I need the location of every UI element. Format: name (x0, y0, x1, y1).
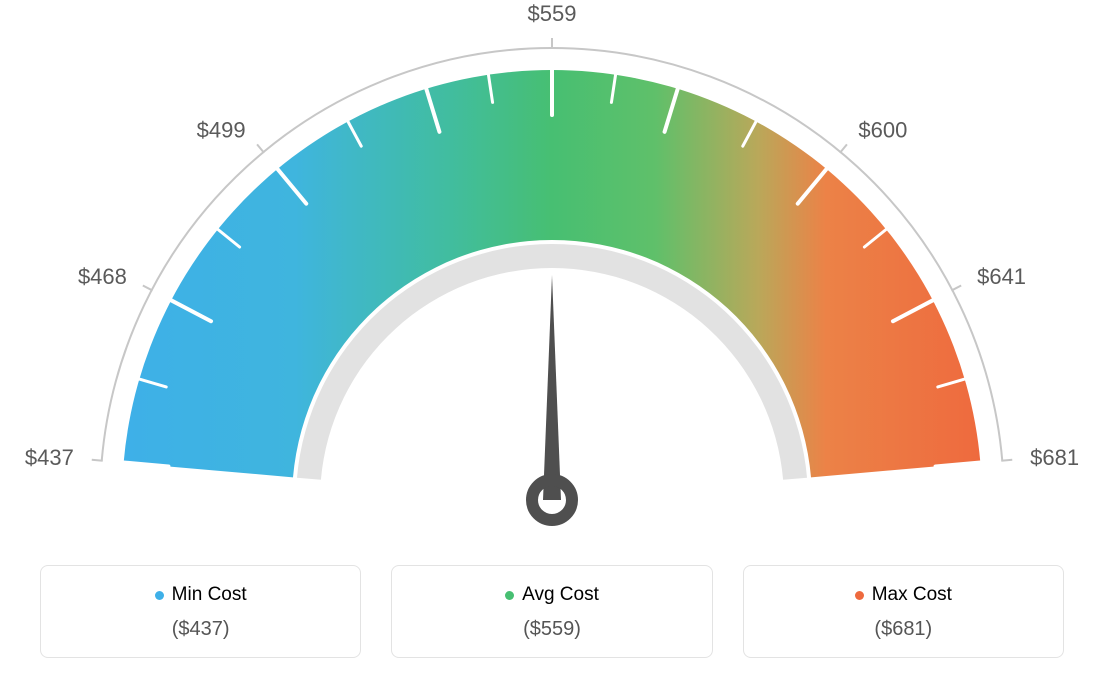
legend-title-min: Min Cost (155, 584, 247, 606)
legend-label: Max Cost (872, 584, 952, 606)
legend-card-max: Max Cost ($681) (743, 565, 1064, 658)
legend-label: Min Cost (172, 584, 247, 606)
legend-row: Min Cost ($437) Avg Cost ($559) Max Cost… (0, 565, 1104, 658)
legend-title-max: Max Cost (855, 584, 952, 606)
gauge-tick-label: $468 (78, 264, 127, 289)
dot-icon (855, 591, 864, 600)
gauge-tick-label: $499 (197, 118, 246, 143)
gauge-needle (543, 275, 561, 500)
gauge-svg: $437 $468 $499 $559 $600 $641 $681 (0, 0, 1104, 560)
gauge-tick-label: $681 (1030, 445, 1079, 470)
gauge-tick-label: $600 (858, 118, 907, 143)
legend-title-avg: Avg Cost (505, 584, 599, 606)
legend-card-min: Min Cost ($437) (40, 565, 361, 658)
gauge-tick-label: $641 (977, 264, 1026, 289)
legend-value-avg: ($559) (402, 618, 701, 641)
legend-label: Avg Cost (522, 584, 599, 606)
dot-icon (505, 591, 514, 600)
cost-gauge: $437 $468 $499 $559 $600 $641 $681 (0, 0, 1104, 560)
gauge-tick-label: $437 (25, 445, 74, 470)
gauge-tick-label: $559 (528, 1, 577, 26)
legend-card-avg: Avg Cost ($559) (391, 565, 712, 658)
dot-icon (155, 591, 164, 600)
legend-value-max: ($681) (754, 618, 1053, 641)
legend-value-min: ($437) (51, 618, 350, 641)
